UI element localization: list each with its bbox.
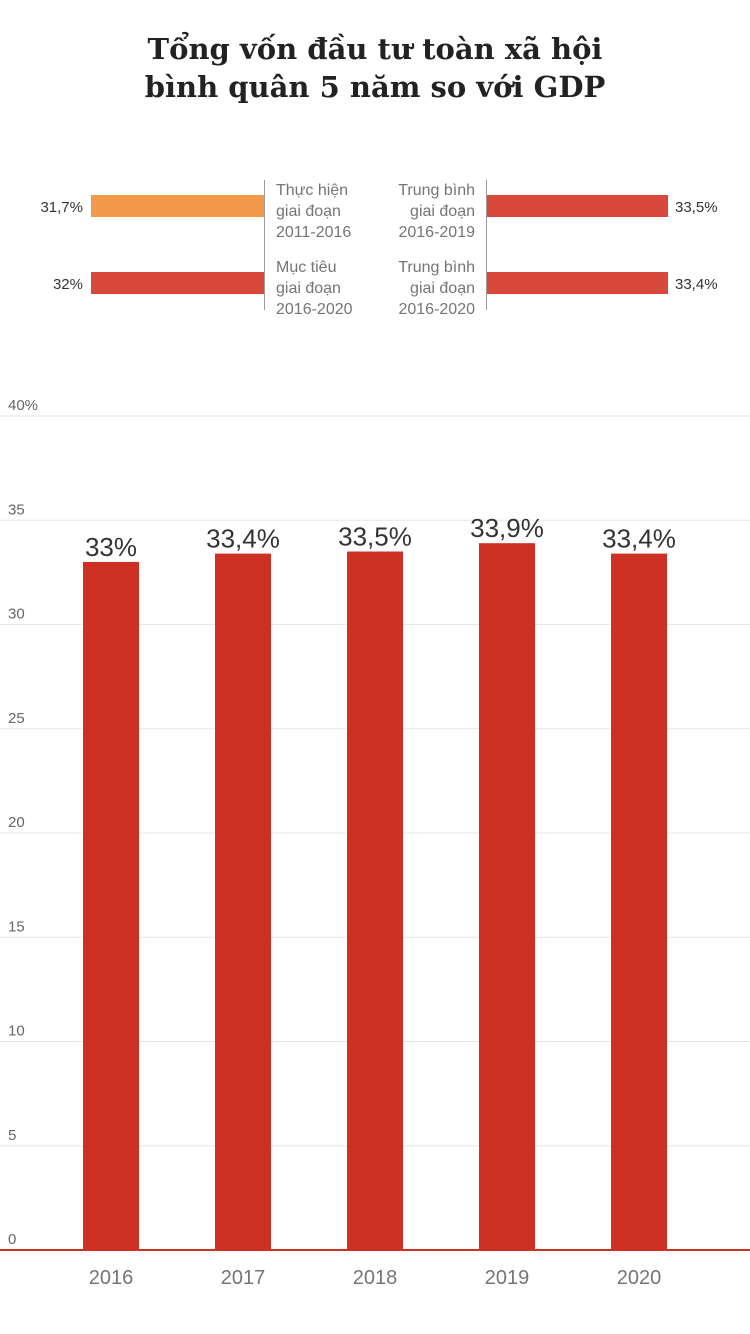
y-tick-label-40: 40% bbox=[8, 397, 38, 414]
y-tick-label-15: 15 bbox=[8, 918, 25, 935]
comparison-right-value-1: 33,5% bbox=[675, 199, 718, 216]
comparison-left-label-2-line-2: giai đoạn bbox=[276, 280, 341, 297]
comparison-left-bar-1 bbox=[91, 195, 264, 217]
comparison-right-label-2-line-3: 2016-2020 bbox=[398, 301, 475, 318]
x-tick-label-2017: 2017 bbox=[221, 1267, 266, 1289]
bar-2017 bbox=[215, 553, 271, 1250]
y-tick-label-25: 25 bbox=[8, 710, 25, 727]
y-tick-label-35: 35 bbox=[8, 501, 25, 518]
chart-title: Tổng vốn đầu tư toàn xã hội bình quân 5 … bbox=[0, 30, 750, 106]
x-tick-label-2016: 2016 bbox=[89, 1267, 134, 1289]
y-tick-label-5: 5 bbox=[8, 1127, 16, 1144]
comparison-left-value-2: 32% bbox=[52, 276, 83, 293]
comparison-right-label-2-line-2: giai đoạn bbox=[410, 280, 475, 297]
data-label-2016: 33% bbox=[85, 532, 137, 562]
comparison-right-label-1-line-1: Trung bình bbox=[398, 182, 475, 199]
comparison-left-divider bbox=[264, 180, 265, 310]
y-tick-label-30: 30 bbox=[8, 606, 25, 623]
comparison-right-bar-2 bbox=[486, 272, 668, 294]
x-tick-label-2019: 2019 bbox=[485, 1267, 530, 1289]
data-label-2018: 33,5% bbox=[338, 522, 412, 552]
comparison-left-bar-2 bbox=[91, 272, 264, 294]
x-tick-label-2018: 2018 bbox=[353, 1267, 398, 1289]
data-label-2017: 33,4% bbox=[206, 524, 280, 554]
bar-2020 bbox=[611, 553, 667, 1250]
comparison-left-label-2-line-1: Mục tiêu bbox=[276, 259, 337, 276]
bar-2019 bbox=[479, 543, 535, 1250]
data-label-2019: 33,9% bbox=[470, 513, 544, 543]
y-tick-label-0: 0 bbox=[8, 1231, 16, 1248]
comparison-left-label-1-line-1: Thực hiện bbox=[276, 182, 349, 199]
comparison-left-label-1-line-3: 2011-2016 bbox=[276, 224, 352, 241]
comparison-right-label-1: Trung bình giai đoạn 2016-2019 bbox=[398, 180, 475, 243]
comparison-left-value-1: 31,7% bbox=[40, 199, 83, 216]
comparison-left-label-2: Mục tiêu giai đoạn 2016-2020 bbox=[276, 257, 353, 320]
comparison-left-label-2-line-3: 2016-2020 bbox=[276, 301, 353, 318]
comparison-left-label-1-line-2: giai đoạn bbox=[276, 203, 341, 220]
comparison-right-value-2: 33,4% bbox=[675, 276, 718, 293]
bar-2016 bbox=[83, 561, 139, 1250]
chart-title-line-1: Tổng vốn đầu tư toàn xã hội bbox=[147, 32, 603, 66]
bar-2018 bbox=[347, 551, 403, 1250]
comparison-right-label-1-line-3: 2016-2019 bbox=[398, 224, 475, 241]
comparison-right-bar-1 bbox=[486, 195, 668, 217]
comparison-left-label-1: Thực hiện giai đoạn 2011-2016 bbox=[276, 180, 351, 243]
chart-title-line-2: bình quân 5 năm so với GDP bbox=[144, 70, 606, 104]
comparison-right-label-2-line-1: Trung bình bbox=[398, 259, 475, 276]
comparison-right-label-2: Trung bình giai đoạn 2016-2020 bbox=[398, 257, 475, 320]
comparison-right-label-1-line-2: giai đoạn bbox=[410, 203, 475, 220]
data-label-2020: 33,4% bbox=[602, 524, 676, 554]
x-tick-label-2020: 2020 bbox=[617, 1267, 662, 1289]
y-tick-label-10: 10 bbox=[8, 1023, 25, 1040]
comparison-right-divider bbox=[486, 180, 487, 310]
y-tick-label-20: 20 bbox=[8, 814, 25, 831]
